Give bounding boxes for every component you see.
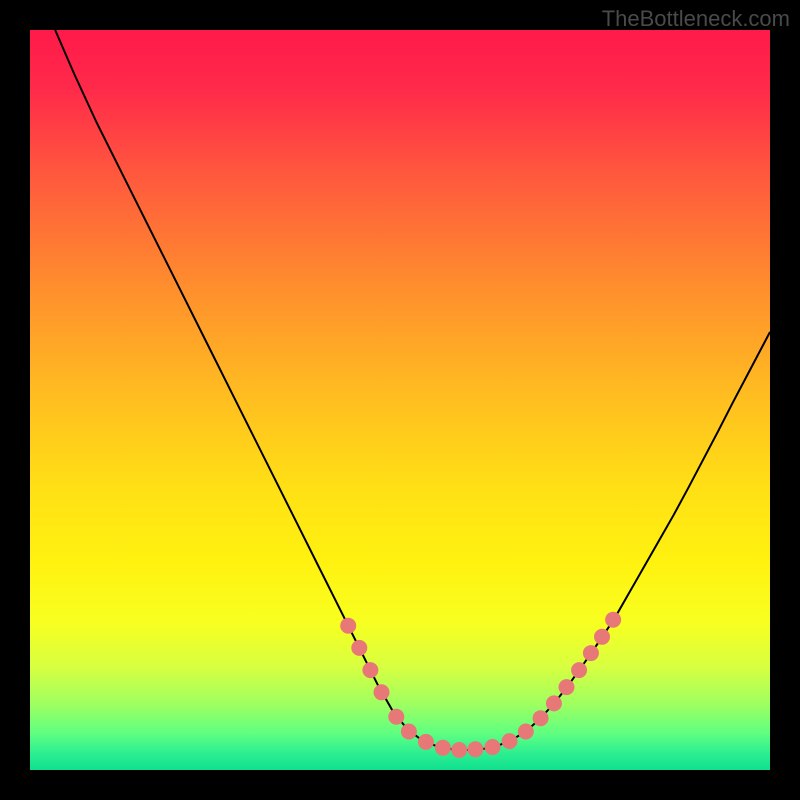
data-marker: [533, 710, 549, 726]
data-marker: [362, 662, 378, 678]
data-marker: [435, 740, 451, 756]
data-marker: [605, 612, 621, 628]
data-marker: [571, 662, 587, 678]
data-marker: [351, 640, 367, 656]
data-marker: [340, 618, 356, 634]
data-marker: [559, 679, 575, 695]
data-marker: [546, 695, 562, 711]
data-marker: [467, 741, 483, 757]
watermark-text: TheBottleneck.com: [602, 6, 790, 32]
data-marker: [485, 739, 501, 755]
bottleneck-curve: [55, 30, 770, 750]
plot-area: [30, 30, 770, 770]
data-marker: [594, 629, 610, 645]
data-marker: [418, 734, 434, 750]
data-marker: [583, 645, 599, 661]
data-marker: [401, 724, 417, 740]
data-marker: [388, 709, 404, 725]
data-marker: [502, 733, 518, 749]
data-marker: [451, 742, 467, 758]
data-marker: [518, 724, 534, 740]
data-marker: [374, 684, 390, 700]
chart-layer: [30, 30, 770, 770]
data-markers: [340, 612, 621, 758]
